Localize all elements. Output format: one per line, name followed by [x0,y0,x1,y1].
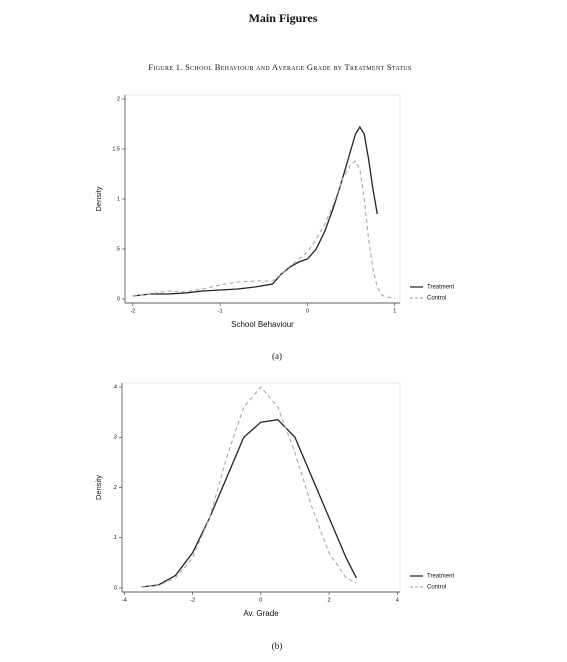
x-tick-label: 0 [259,597,262,603]
x-tick-label: -4 [122,597,127,603]
y-tick-label: .1 [112,535,117,541]
figure-panel-caption: (b) [272,641,283,651]
x-tick-label: 0 [306,308,309,314]
y-tick-label: 0 [117,296,120,302]
y-tick-label: 0 [114,585,117,591]
y-tick-label: .5 [115,246,120,252]
y-tick-label: .3 [112,435,117,441]
y-tick-label: 1 [117,196,120,202]
x-tick-label: 4 [396,597,399,603]
figure-caption: Figure 1. School Behaviour and Average G… [148,62,411,72]
x-tick-label: 1 [393,308,396,314]
x-axis-label: Av. Grade [243,609,279,618]
x-tick-label: -1 [218,308,223,314]
density-line [132,160,395,299]
density-line [141,418,357,588]
figure-panel-caption: (a) [272,351,282,361]
y-tick-label: .2 [112,485,117,491]
density-line [141,386,357,588]
y-tick-label: .4 [112,384,117,390]
x-tick-label: -2 [190,597,195,603]
plot-area [124,94,401,304]
y-axis-label: Density [94,475,103,500]
legend-label: Control [427,296,446,302]
y-tick-label: 1.5 [112,146,120,152]
x-tick-label: -2 [130,308,135,314]
y-tick-label: 2 [117,96,120,102]
density-line [132,125,378,297]
legend-label: Treatment [427,574,454,580]
y-axis-label: Density [94,186,103,211]
x-axis-label: School Behaviour [231,320,294,329]
legend-label: Treatment [427,285,454,291]
legend-label: Control [427,585,446,591]
plot-area [121,382,401,593]
page-title: Main Figures [249,11,318,25]
x-tick-label: 2 [328,597,331,603]
